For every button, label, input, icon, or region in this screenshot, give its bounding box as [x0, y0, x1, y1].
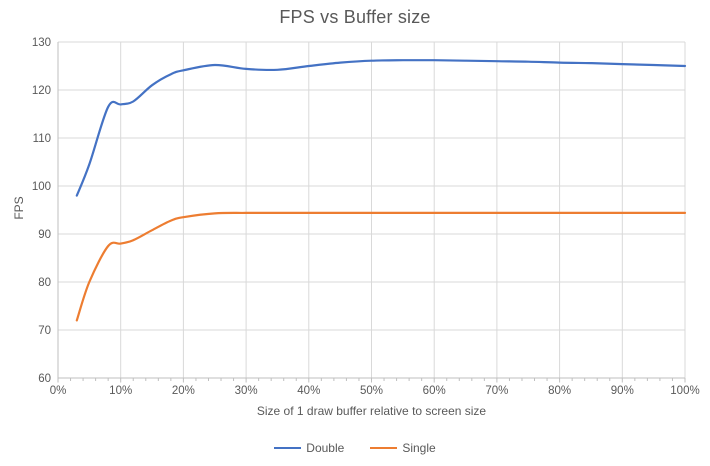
x-tick-label: 30%	[235, 385, 258, 397]
x-tick-label: 50%	[360, 385, 383, 397]
legend-item-single: Single	[370, 441, 436, 455]
x-tick-label: 20%	[172, 385, 195, 397]
series-double-line	[75, 59, 687, 197]
x-tick-label: 100%	[670, 385, 699, 397]
y-tick-label: 80	[38, 277, 51, 289]
x-axis-title: Size of 1 draw buffer relative to screen…	[256, 404, 487, 418]
x-tick-label: 60%	[423, 385, 446, 397]
y-tick-label: 70	[38, 325, 51, 337]
legend-label: Single	[402, 441, 436, 455]
legend-swatch-double	[274, 447, 302, 449]
y-tick-label: 110	[33, 133, 51, 145]
series-single-line	[75, 211, 687, 322]
x-tick-label: 40%	[297, 385, 320, 397]
y-axis-title: FPS	[12, 196, 26, 220]
y-tick-label: 130	[32, 37, 51, 49]
legend: Double Single	[0, 440, 710, 456]
x-tick-label: 10%	[109, 385, 132, 397]
chart-title: FPS vs Buffer size	[279, 7, 431, 27]
y-tick-label: 60	[38, 373, 51, 385]
legend-swatch-single	[370, 447, 398, 449]
legend-label: Double	[306, 441, 345, 455]
y-tick-label: 100	[32, 181, 51, 193]
legend-item-double: Double	[274, 441, 344, 455]
x-tick-label: 70%	[485, 385, 508, 397]
y-tick-label: 120	[32, 85, 51, 97]
x-tick-label: 80%	[548, 385, 571, 397]
x-tick-label: 90%	[611, 385, 634, 397]
x-tick-label: 0%	[50, 385, 67, 397]
y-tick-label: 90	[38, 229, 51, 241]
